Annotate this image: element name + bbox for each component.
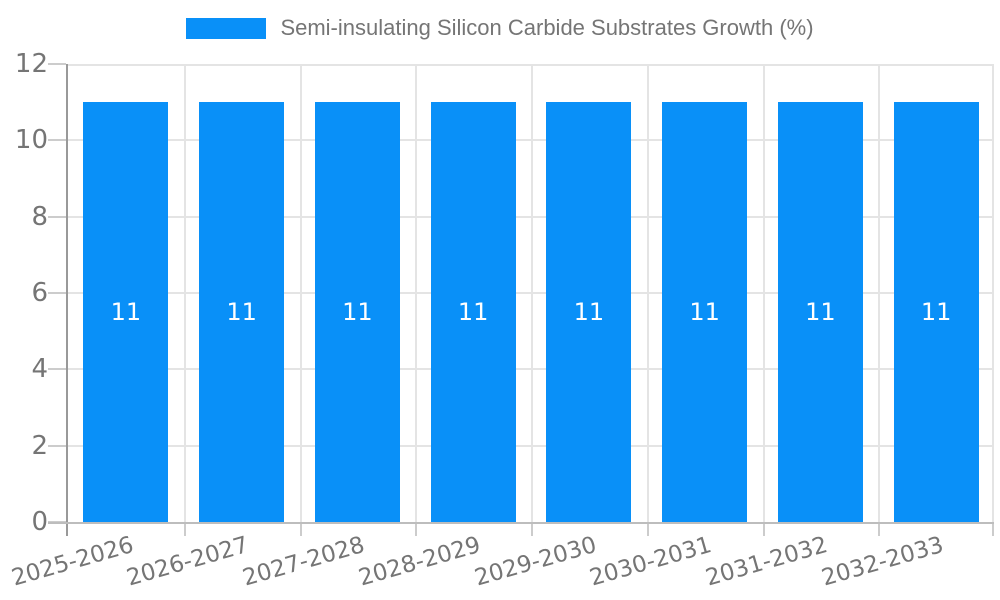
bar-value-label: 11: [226, 298, 257, 327]
grid-line-h: [68, 444, 994, 447]
legend-swatch[interactable]: [186, 17, 267, 39]
y-tick-mark: [48, 139, 66, 142]
chart-title: Semi-insulating Silicon Carbide Substrat…: [280, 15, 814, 40]
grid-line-h: [68, 139, 994, 142]
x-tick-mark: [183, 524, 186, 536]
bar-value-label: 11: [689, 298, 720, 327]
x-tick-label-2030-2031: 2030-2031: [587, 532, 715, 592]
bar-value-label: 11: [920, 298, 952, 327]
x-tick-mark: [415, 524, 418, 536]
bar-value-label: 11: [573, 298, 605, 327]
bar-value-label: 11: [110, 298, 142, 327]
bar-2029-2030[interactable]: 11: [546, 102, 632, 522]
x-tick-label-2025-2026: 2025-2026: [8, 532, 137, 592]
x-tick-label-2029-2030: 2029-2030: [471, 532, 600, 592]
y-tick-label-0: 0: [31, 507, 48, 537]
y-tick-mark: [48, 292, 66, 294]
bar-value-label: 11: [457, 298, 489, 327]
bar-2030-2031[interactable]: 11: [662, 102, 748, 522]
y-tick-mark: [48, 368, 66, 371]
bar-value-label: 11: [342, 298, 373, 327]
x-tick-label-2032-2033: 2032-2033: [818, 532, 947, 592]
y-tick-label-2: 2: [31, 430, 48, 461]
bar-2026-2027[interactable]: 11: [199, 102, 285, 522]
y-tick-mark: [48, 63, 66, 65]
y-tick-label-4: 4: [31, 354, 48, 385]
x-tick-mark: [762, 524, 765, 536]
grid-line-h: [68, 368, 994, 371]
bar-2025-2026[interactable]: 11: [83, 102, 169, 522]
y-tick-label-12: 12: [14, 49, 48, 79]
x-tick-mark: [299, 524, 302, 536]
legend: Semi-insulating Silicon Carbide Substrat…: [0, 0, 1000, 56]
x-tick-mark: [646, 524, 649, 536]
grid-line-h: [68, 292, 994, 294]
bar-2028-2029[interactable]: 11: [430, 102, 516, 522]
y-tick-label-6: 6: [31, 278, 48, 308]
grid-line-h: [68, 215, 994, 218]
y-tick-label-10: 10: [14, 125, 48, 156]
x-tick-label-2027-2028: 2027-2028: [239, 532, 368, 592]
y-axis-line: [66, 64, 68, 534]
plot-area: 11 11 11 11 11 11 11 11: [48, 63, 994, 536]
x-tick-label-2026-2027: 2026-2027: [124, 532, 252, 592]
y-tick-mark: [48, 215, 66, 218]
bar-value-label: 11: [805, 298, 836, 327]
x-tick-mark: [531, 524, 533, 536]
x-tick-mark: [878, 524, 881, 536]
x-tick-label-2028-2029: 2028-2029: [355, 532, 484, 592]
x-tick-label-2031-2032: 2031-2032: [702, 532, 831, 592]
y-tick-label-8: 8: [31, 201, 48, 232]
bar-2031-2032[interactable]: 11: [777, 102, 863, 522]
bar-2032-2033[interactable]: 11: [893, 102, 979, 522]
x-axis-line: [48, 522, 994, 524]
bar-2027-2028[interactable]: 11: [314, 102, 400, 522]
y-tick-mark: [48, 444, 66, 447]
x-tick-mark: [992, 524, 994, 536]
grid-line-h: [68, 64, 994, 66]
